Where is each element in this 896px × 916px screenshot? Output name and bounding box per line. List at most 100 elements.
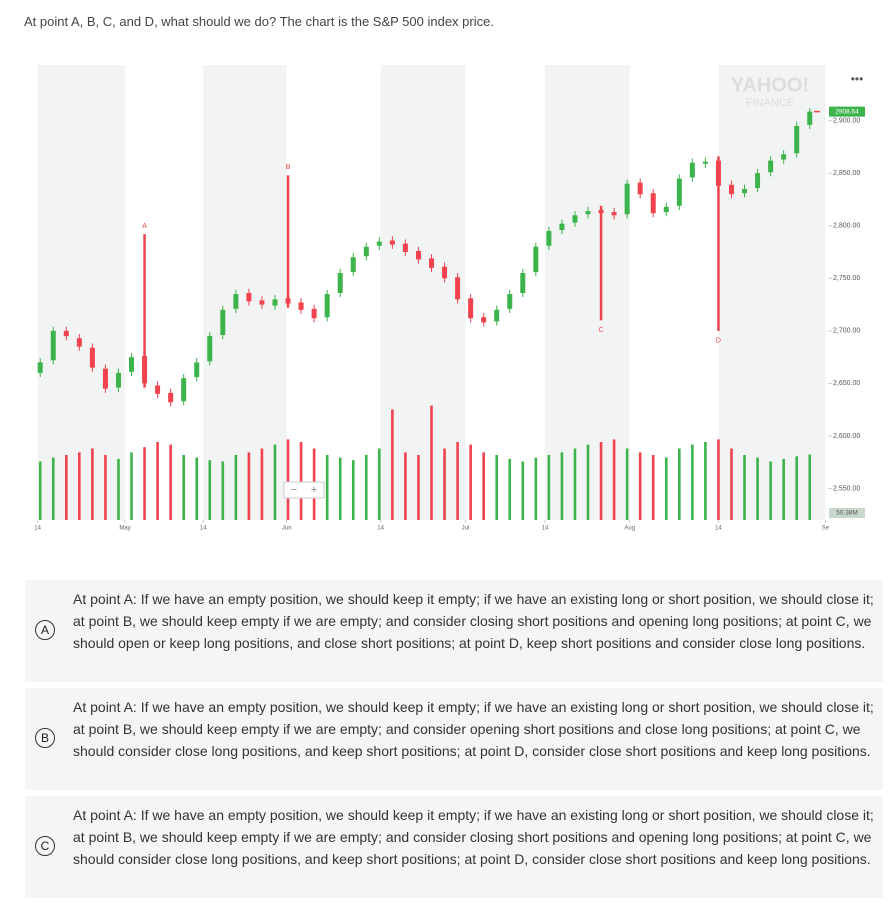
option[interactable]: A At point A: If we have an empty positio… xyxy=(25,580,883,682)
volume-bar xyxy=(508,458,512,520)
volume-bar xyxy=(260,448,264,520)
volume-bar xyxy=(65,455,68,520)
candle-body xyxy=(663,206,669,213)
y-tick-label: 2,700.00 xyxy=(833,328,860,335)
volume-bar xyxy=(651,455,655,520)
volume-bar xyxy=(717,439,720,520)
option-text: At point A: If we have an empty position… xyxy=(73,699,874,759)
zoom-in: + xyxy=(311,484,317,496)
candle-body xyxy=(442,266,448,279)
volume-bar xyxy=(117,458,120,520)
y-tick-label: 2,900.00 xyxy=(833,118,860,125)
candle-body xyxy=(76,338,82,347)
period-band xyxy=(718,65,826,520)
candle-body xyxy=(311,308,317,319)
candle-body xyxy=(768,160,774,173)
x-tick-label: Se xyxy=(822,526,830,532)
volume-bar xyxy=(430,405,433,520)
volume-box xyxy=(829,508,865,518)
chart: YAHOO!FINANCE ••• 2,550.00 2,600.00 2,650.00… xyxy=(34,65,865,532)
volume-bar xyxy=(234,455,238,520)
y-tick-label: 2,850.00 xyxy=(833,170,860,177)
volume-bar xyxy=(769,461,772,520)
volume-bar xyxy=(78,452,81,520)
candle-body xyxy=(650,193,656,214)
candle-body xyxy=(755,173,761,188)
candle-body xyxy=(50,330,56,361)
volume-bar xyxy=(247,452,251,520)
volume-bar xyxy=(404,452,407,520)
candle-body xyxy=(415,250,421,260)
option-text: At point A: If we have an empty position… xyxy=(73,807,874,867)
candle-body xyxy=(637,182,643,195)
volume-bar xyxy=(599,442,603,520)
point-label: D xyxy=(716,338,721,345)
candle-body xyxy=(89,347,95,368)
candle-body xyxy=(337,273,343,294)
volume-bar xyxy=(547,455,551,520)
menu-icon: ••• xyxy=(851,72,864,86)
option-text: At point A: If we have an empty position… xyxy=(73,591,874,651)
volume-bar xyxy=(299,442,303,520)
candle-body xyxy=(559,223,565,230)
volume-bar xyxy=(730,448,733,520)
candle-body xyxy=(468,298,474,319)
volume-bar xyxy=(456,442,459,520)
candle-body xyxy=(376,241,382,246)
zoom-out: − xyxy=(291,484,297,496)
candle-body xyxy=(624,183,630,215)
candle-body xyxy=(155,385,161,394)
volume-bar xyxy=(182,455,185,520)
candle-body xyxy=(363,246,369,257)
volume-bar xyxy=(221,461,225,520)
candle-body xyxy=(728,184,734,195)
candle-body xyxy=(194,362,200,378)
period-band xyxy=(37,65,125,520)
candle-body xyxy=(142,356,148,384)
point-label: C xyxy=(599,327,604,334)
candle-body xyxy=(233,294,239,309)
candle-body xyxy=(129,357,135,372)
volume-bar xyxy=(625,448,629,520)
option-letter: B xyxy=(35,728,55,748)
candle-body xyxy=(402,243,408,253)
x-tick-label: Jul xyxy=(462,526,470,532)
volume-bar xyxy=(560,452,564,520)
candle-body xyxy=(37,362,43,373)
volume-bar xyxy=(364,455,368,520)
volume-bar xyxy=(417,455,420,520)
volume-bar xyxy=(704,442,707,520)
volume-bar xyxy=(273,444,277,520)
volume-bar xyxy=(469,444,472,520)
watermark: YAHOO! xyxy=(731,74,809,96)
price-label: 2908.64 xyxy=(835,108,859,115)
candle-body xyxy=(455,277,461,300)
volume-bar xyxy=(286,439,290,520)
candle-body xyxy=(781,154,787,160)
volume-bar xyxy=(612,439,616,520)
candle-body xyxy=(689,162,695,178)
x-tick-label: Jun xyxy=(282,526,292,532)
volume-bar xyxy=(756,457,759,520)
volume-bar xyxy=(195,457,199,520)
volume-bar xyxy=(91,448,94,520)
option[interactable]: C At point A: If we have an empty positio… xyxy=(25,796,883,898)
y-tick-label: 2,550.00 xyxy=(833,485,860,492)
candle-body xyxy=(807,111,813,125)
candle-body xyxy=(520,273,526,294)
candle-body xyxy=(429,258,434,268)
x-tick-label: May xyxy=(119,526,130,532)
candle-body xyxy=(298,302,304,310)
candle-body xyxy=(507,294,513,309)
candle-body xyxy=(389,240,395,245)
y-tick-label: 2,800.00 xyxy=(833,223,860,230)
volume-bar xyxy=(678,448,681,520)
period-band xyxy=(380,65,466,520)
candle-body xyxy=(533,246,539,273)
option[interactable]: B At point A: If we have an empty positio… xyxy=(25,688,883,790)
zoom-control xyxy=(283,481,325,499)
y-tick-label: 2,750.00 xyxy=(833,275,860,282)
candle-body xyxy=(168,392,174,403)
y-tick-label: 2,600.00 xyxy=(833,433,860,440)
y-tick-label: 2,650.00 xyxy=(833,380,860,387)
